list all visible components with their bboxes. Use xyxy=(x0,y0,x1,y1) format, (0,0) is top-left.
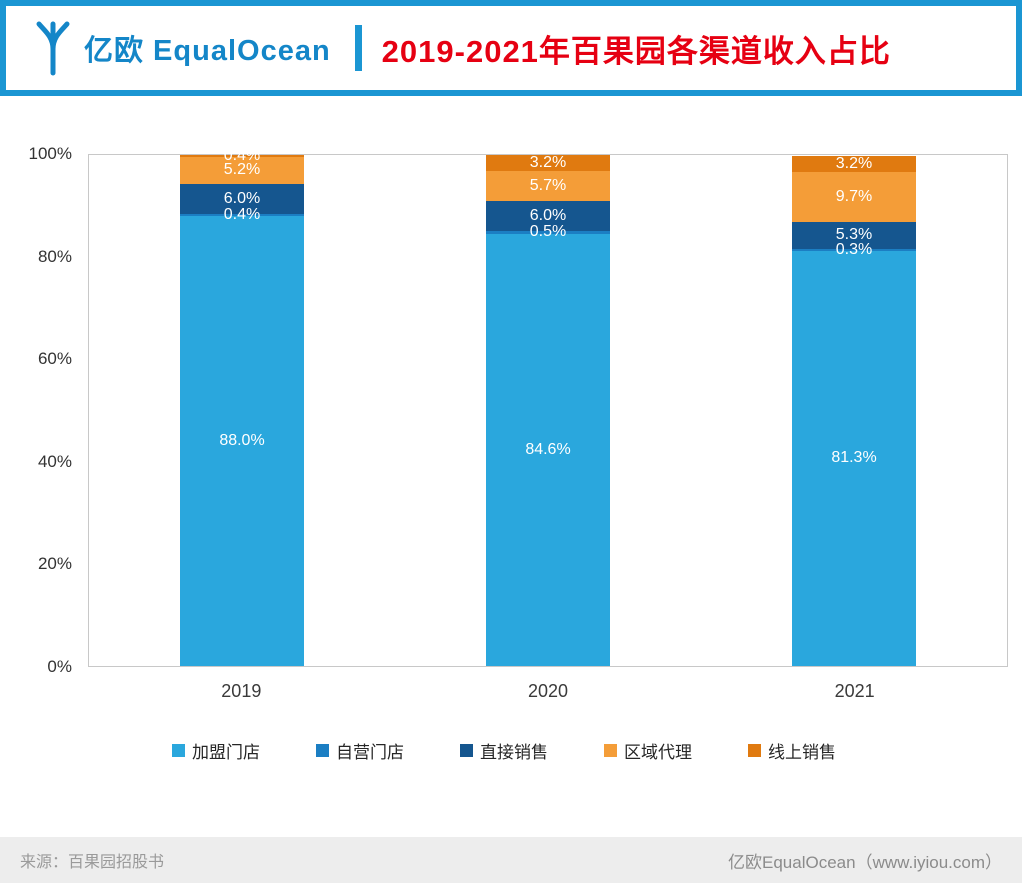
legend-marker xyxy=(604,744,617,757)
logo: 亿欧 EqualOcean xyxy=(32,19,331,77)
bar-segment: 0.4% xyxy=(180,206,304,223)
bar-segment: 0.3% xyxy=(792,241,916,258)
bar-value-label: 5.2% xyxy=(223,161,261,179)
x-tick-label: 2020 xyxy=(527,681,568,701)
bar-value-label: 3.2% xyxy=(835,155,873,173)
bar-segment: 5.2% xyxy=(180,157,304,184)
logo-text: 亿欧 EqualOcean xyxy=(84,35,331,67)
legend: 加盟门店 自营门店 直接销售 区域代理 线上销售 xyxy=(0,738,1008,763)
plot-area: 88.0% 0.4% 6.0% 5.2% 0.4% 84.6% 0.5% 6.0% 5.7% 3.… xyxy=(88,147,1008,667)
bar-value-label: 0.5% xyxy=(529,223,567,241)
header-divider xyxy=(354,25,362,71)
bar-value-label: 5.7% xyxy=(529,176,567,194)
bar-value-label: 0.3% xyxy=(835,240,873,258)
legend-label: 线上销售 xyxy=(768,743,836,762)
y-tick-label: 100% xyxy=(28,144,72,163)
legend-item: 加盟门店 xyxy=(172,738,260,763)
bar-segment: 0.4% xyxy=(180,147,304,164)
bar-value-label: 3.2% xyxy=(529,154,567,172)
y-tick-label: 60% xyxy=(37,349,72,369)
bar-segment: 9.7% xyxy=(792,172,916,222)
bar-value-label: 84.6% xyxy=(525,440,571,458)
header: 亿欧 EqualOcean 2019-2021年百果园各渠道收入占比 xyxy=(0,0,1022,96)
bar-value-label: 9.7% xyxy=(835,188,873,206)
bar-segment: 5.7% xyxy=(486,171,610,201)
bar-segment: 3.2% xyxy=(486,154,610,172)
legend-marker xyxy=(460,744,473,757)
bar-value-label: 81.3% xyxy=(831,449,877,467)
bar-segment: 84.6% xyxy=(486,233,610,666)
x-tick-label: 2021 xyxy=(834,681,875,701)
x-tick-label: 2019 xyxy=(221,681,262,701)
bar-segment: 0.5% xyxy=(486,223,610,240)
y-axis: 0% 20% 40% 60% 80% 100% xyxy=(0,144,88,676)
legend-label: 自营门店 xyxy=(336,743,404,762)
credit-text: 亿欧EqualOcean（www.iyiou.com） xyxy=(728,852,1002,872)
legend-label: 直接销售 xyxy=(480,743,548,762)
legend-item: 自营门店 xyxy=(316,738,404,763)
footer: 来源：百果园招股书 亿欧EqualOcean（www.iyiou.com） xyxy=(0,837,1022,883)
bar-value-label: 5.3% xyxy=(835,226,873,244)
bar-segment: 6.0% xyxy=(180,183,304,215)
logo-icon xyxy=(36,21,70,76)
bar-segment: 3.2% xyxy=(792,155,916,173)
legend-marker xyxy=(172,744,185,757)
bar-value-label: 0.4% xyxy=(223,147,261,165)
bar-group-2019: 88.0% 0.4% 6.0% 5.2% 0.4% xyxy=(180,147,304,666)
legend-item: 区域代理 xyxy=(604,738,692,763)
bar-value-label: 6.0% xyxy=(223,189,261,207)
bar-segment: 5.3% xyxy=(792,221,916,250)
x-axis: 2019 2020 2021 xyxy=(88,681,1008,702)
page-title: 2019-2021年百果园各渠道收入占比 xyxy=(381,33,891,69)
legend-marker xyxy=(316,744,329,757)
y-tick-label: 0% xyxy=(47,657,72,676)
bar-group-2021: 81.3% 0.3% 5.3% 9.7% 3.2% xyxy=(792,155,916,666)
stacked-bar-chart: 0% 20% 40% 60% 80% 100% 88.0% 0.4% 6.0% 5.2% 0.4%… xyxy=(0,144,1008,763)
legend-label: 区域代理 xyxy=(624,743,692,762)
y-tick-label: 20% xyxy=(37,554,72,574)
legend-label: 加盟门店 xyxy=(192,743,260,762)
legend-marker xyxy=(748,744,761,757)
bar-segment: 81.3% xyxy=(792,250,916,666)
legend-item: 线上销售 xyxy=(748,738,836,763)
legend-item: 直接销售 xyxy=(460,738,548,763)
bar-value-label: 0.4% xyxy=(223,206,261,224)
bar-value-label: 88.0% xyxy=(219,432,265,450)
plot-block: 88.0% 0.4% 6.0% 5.2% 0.4% 84.6% 0.5% 6.0% 5.7% 3.… xyxy=(88,147,1008,702)
source-text: 来源：百果园招股书 xyxy=(20,854,165,871)
bar-value-label: 6.0% xyxy=(529,206,567,224)
y-tick-label: 80% xyxy=(37,246,72,266)
bar-segment: 88.0% xyxy=(180,216,304,666)
bar-segment: 6.0% xyxy=(486,200,610,232)
bar-group-2020: 84.6% 0.5% 6.0% 5.7% 3.2% xyxy=(486,154,610,666)
y-tick-label: 40% xyxy=(37,451,72,471)
